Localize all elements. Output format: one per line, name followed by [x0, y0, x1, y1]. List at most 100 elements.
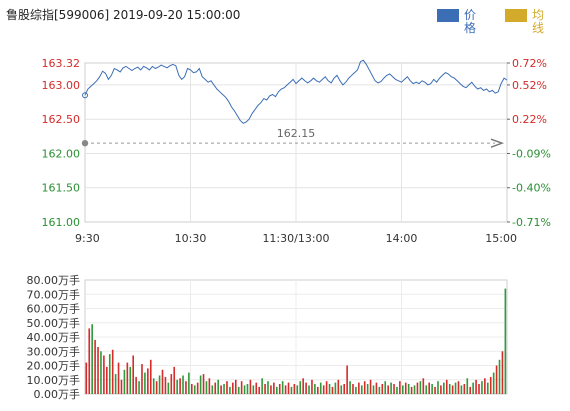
volume-bar [237, 386, 240, 394]
volume-bar [182, 375, 184, 394]
volume-bar [358, 382, 360, 394]
volume-bar [270, 385, 272, 394]
volume-bar [322, 385, 325, 394]
volume-bar [416, 382, 419, 394]
volume-bar [267, 381, 269, 394]
volume-bar [352, 384, 354, 394]
volume-bar [234, 379, 237, 395]
volume-bar [448, 384, 451, 394]
volume-bar [440, 385, 442, 394]
volume-bar [226, 381, 228, 394]
x-tick-label: 14:00 [386, 232, 418, 245]
volume-bar [410, 386, 413, 394]
volume-y-tick-label: 50.00万手 [27, 316, 81, 330]
volume-bar [220, 385, 222, 394]
volume-bar [106, 366, 108, 394]
volume-bar [255, 382, 258, 394]
volume-bar [126, 362, 129, 394]
x-tick-label: 11:30/13:00 [262, 232, 329, 245]
chart-marks [81, 59, 508, 395]
volume-bar [457, 381, 460, 394]
volume-bar [328, 384, 331, 394]
volume-bar [495, 365, 498, 394]
volume-y-tick-label: 60.00万手 [27, 302, 81, 316]
volume-bar [144, 372, 146, 394]
volume-bar [205, 381, 208, 394]
volume-bar [252, 385, 255, 394]
volume-bar [173, 366, 176, 394]
volume-bar [261, 378, 263, 394]
price-pct-tick-label: -0.71% [512, 216, 551, 229]
volume-bar [331, 386, 334, 394]
volume-bar [360, 385, 363, 394]
volume-y-tick-label: 40.00万手 [27, 330, 81, 344]
volume-bar [475, 379, 477, 395]
volume-bar [91, 324, 93, 394]
legend-label-avg: 均线 [532, 8, 545, 35]
volume-bar [229, 386, 231, 394]
volume-bar [501, 351, 504, 395]
volume-bar [223, 384, 225, 394]
volume-bar [179, 378, 181, 394]
volume-bar [185, 381, 187, 394]
volume-bar [199, 375, 202, 394]
volume-bar [431, 384, 433, 394]
volume-bar [387, 385, 389, 394]
volume-bar [211, 385, 214, 394]
volume-bar [311, 379, 313, 395]
price-pct-tick-label: 0.72% [512, 57, 547, 70]
price-pct-tick-label: 0.52% [512, 79, 547, 92]
volume-bar [402, 385, 404, 394]
volume-bar [176, 379, 178, 395]
legend-label-price: 价格 [464, 8, 477, 35]
price-y-tick-label: 161.00 [42, 216, 81, 229]
volume-bar [463, 384, 466, 394]
volume-bar [419, 381, 422, 394]
volume-bar [445, 379, 448, 395]
volume-bar [302, 378, 304, 394]
volume-bar [375, 382, 378, 394]
volume-bar [117, 362, 120, 394]
volume-bar [94, 339, 96, 394]
volume-bar [287, 382, 290, 394]
volume-bar [460, 385, 463, 394]
volume-y-tick-label: 70.00万手 [27, 287, 81, 301]
volume-bar [498, 359, 501, 394]
volume-bar [481, 381, 483, 394]
volume-bar [123, 369, 126, 394]
volume-bar [217, 379, 219, 395]
volume-bar [413, 385, 416, 394]
volume-bar [164, 376, 167, 394]
volume-bar [85, 362, 88, 394]
volume-bar [152, 378, 155, 394]
volume-bar [343, 384, 345, 394]
price-start-marker [82, 92, 88, 99]
volume-bar [161, 369, 164, 394]
volume-bar [355, 386, 357, 394]
volume-bar [340, 385, 343, 394]
price-y-tick-label: 161.50 [42, 182, 81, 195]
price-y-tick-label: 162.50 [42, 113, 81, 126]
prev-close-label: 162.15 [277, 127, 316, 140]
volume-bar [317, 386, 319, 394]
volume-bar [196, 382, 199, 394]
prev-close-dot [81, 139, 89, 147]
x-tick-label: 15:00 [485, 232, 517, 245]
volume-bar [138, 381, 140, 394]
volume-bar [486, 382, 489, 394]
volume-bar [334, 382, 337, 394]
volume-bar [293, 384, 296, 394]
volume-bar [443, 382, 445, 394]
volume-bar [454, 382, 457, 394]
volume-bar [504, 288, 507, 394]
price-pct-tick-label: 0.22% [512, 113, 547, 126]
volume-bar [273, 382, 275, 394]
volume-bar [425, 385, 428, 394]
volume-bar [472, 382, 474, 394]
price-y-tick-label: 163.00 [42, 79, 81, 92]
volume-bar [243, 385, 246, 394]
volume-bar [208, 378, 211, 394]
volume-bar [88, 328, 91, 394]
volume-y-tick-label: 0.00万手 [34, 387, 81, 401]
